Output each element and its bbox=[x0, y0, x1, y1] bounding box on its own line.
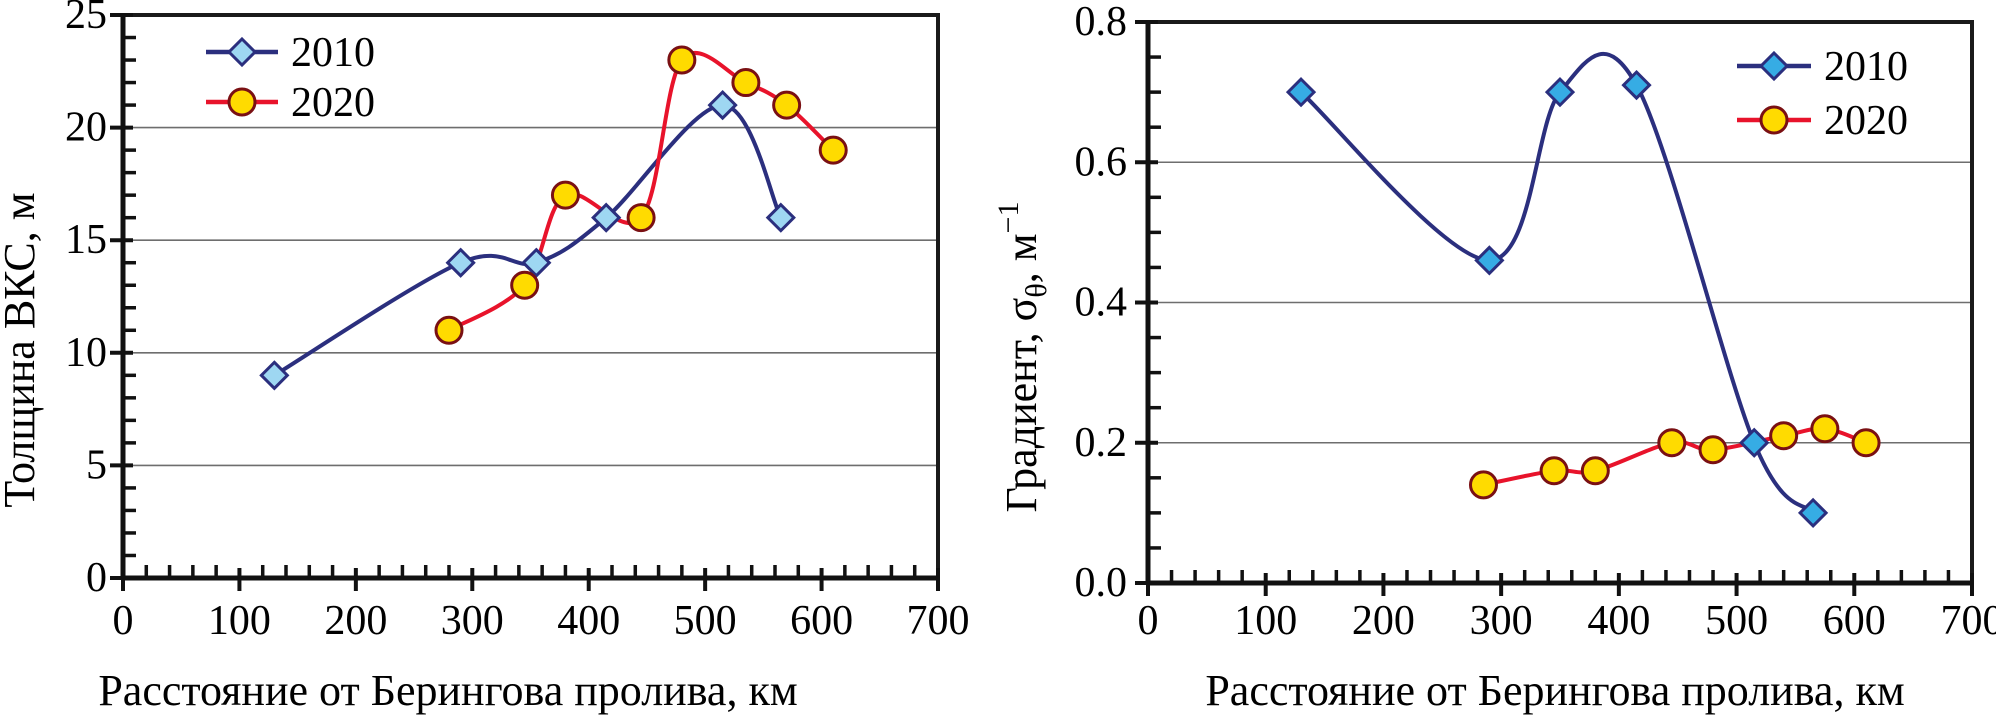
series-2020-marker bbox=[434, 315, 464, 345]
series-2020-marker bbox=[1769, 421, 1799, 451]
legend-label-2020: 2020 bbox=[1824, 98, 1908, 144]
series-2010-marker bbox=[591, 202, 622, 233]
x-tick-label: 500 bbox=[1705, 598, 1768, 644]
legend-marker-2020 bbox=[1759, 105, 1789, 135]
x-tick-label: 600 bbox=[790, 598, 853, 644]
series-2020-marker bbox=[1698, 435, 1728, 465]
series-2020-marker bbox=[772, 90, 802, 120]
x-tick-label: 700 bbox=[1941, 598, 1996, 644]
chart-2010-2020: 0 100 200 300 400 500 600 700 0.0 0.2 0.4 0.6 0.8 Рас… bbox=[992, 0, 1996, 715]
x-tick-label: 100 bbox=[1234, 598, 1297, 644]
series-2010-line bbox=[1299, 51, 1816, 515]
series-2020-marker bbox=[1810, 414, 1840, 444]
y-axis-title: Градиент, σθ, м−1 bbox=[992, 202, 1053, 513]
series-2020-marker bbox=[1468, 470, 1498, 500]
chart-2010-2020: 0 100 200 300 400 500 600 700 0 5 10 15 20 25 Расстоян… bbox=[0, 0, 970, 715]
legend-label-2010: 2010 bbox=[1824, 44, 1908, 90]
y-tick-label: 0.0 bbox=[1075, 560, 1128, 606]
y-tick-label: 0.8 bbox=[1075, 0, 1128, 45]
series-2010-marker bbox=[1544, 77, 1576, 108]
legend-label-2020: 2020 bbox=[291, 80, 375, 126]
y-axis-title: Толщина ВКС, м bbox=[0, 192, 44, 507]
legend-marker-2020 bbox=[227, 87, 257, 117]
x-axis-title: Расстояние от Берингова пролива, км bbox=[1205, 666, 1904, 715]
series-2020-marker bbox=[626, 203, 656, 233]
series-2020-marker bbox=[667, 45, 697, 75]
x-tick-label: 100 bbox=[208, 598, 271, 644]
x-tick-label: 300 bbox=[1470, 598, 1533, 644]
series-2020-marker bbox=[550, 180, 580, 210]
y-tick-label: 0.6 bbox=[1075, 139, 1128, 185]
series-2020-marker bbox=[1851, 428, 1881, 458]
y-tick-label: 15 bbox=[65, 217, 107, 263]
series-2020-marker bbox=[731, 68, 761, 98]
series-2010-marker bbox=[1797, 497, 1829, 528]
x-tick-label: 200 bbox=[324, 598, 387, 644]
x-tick-label: 700 bbox=[907, 598, 970, 644]
legend-label-2010: 2010 bbox=[291, 30, 375, 76]
y-tick-label: 20 bbox=[65, 105, 107, 151]
series-2020-marker bbox=[1580, 456, 1610, 486]
x-tick-label: 300 bbox=[441, 598, 504, 644]
x-tick-label: 400 bbox=[1587, 598, 1650, 644]
series-2010-marker bbox=[445, 247, 476, 278]
x-tick-label: 500 bbox=[674, 598, 737, 644]
x-tick-label: 600 bbox=[1823, 598, 1886, 644]
series-2010-marker bbox=[1621, 69, 1652, 101]
y-tick-label: 10 bbox=[65, 330, 107, 376]
y-axis-title-part: Толщина ВКС, м bbox=[0, 192, 44, 507]
series-2010-marker bbox=[1474, 245, 1505, 276]
series-2010-marker bbox=[1285, 77, 1317, 108]
legend-marker-2010 bbox=[1758, 50, 1790, 82]
series-2010-marker bbox=[707, 89, 738, 121]
y-tick-label: 0.4 bbox=[1075, 280, 1128, 326]
y-tick-label: 0 bbox=[86, 555, 107, 601]
legend-marker-2010 bbox=[226, 36, 258, 68]
x-axis-title: Расстояние от Берингова пролива, км bbox=[98, 666, 797, 715]
x-tick-label: 0 bbox=[113, 598, 134, 644]
y-tick-label: 25 bbox=[65, 0, 107, 38]
x-tick-label: 200 bbox=[1352, 598, 1415, 644]
series-2020-marker bbox=[1539, 456, 1569, 486]
series-2010-line bbox=[272, 103, 783, 378]
series-2020-marker bbox=[1657, 428, 1687, 458]
series-2020-line bbox=[447, 50, 836, 333]
series-2010-marker bbox=[259, 360, 290, 391]
series-2020-marker bbox=[818, 135, 848, 165]
y-tick-label: 0.2 bbox=[1075, 420, 1128, 466]
legend: 2010 2020 bbox=[1737, 44, 1908, 144]
y-axis-title-part: , м bbox=[997, 233, 1046, 283]
y-axis-title-part: −1 bbox=[992, 202, 1025, 234]
x-tick-label: 400 bbox=[557, 598, 620, 644]
y-axis-title-part: Градиент, σ bbox=[997, 297, 1046, 512]
series-2010-marker bbox=[1739, 427, 1770, 458]
y-tick-label: 5 bbox=[86, 442, 107, 488]
y-axis-title-part: θ bbox=[1020, 283, 1053, 297]
x-tick-label: 0 bbox=[1138, 598, 1159, 644]
series-2010-marker bbox=[765, 202, 796, 233]
series-2020-marker bbox=[510, 270, 540, 300]
series-2010-marker bbox=[521, 247, 552, 278]
